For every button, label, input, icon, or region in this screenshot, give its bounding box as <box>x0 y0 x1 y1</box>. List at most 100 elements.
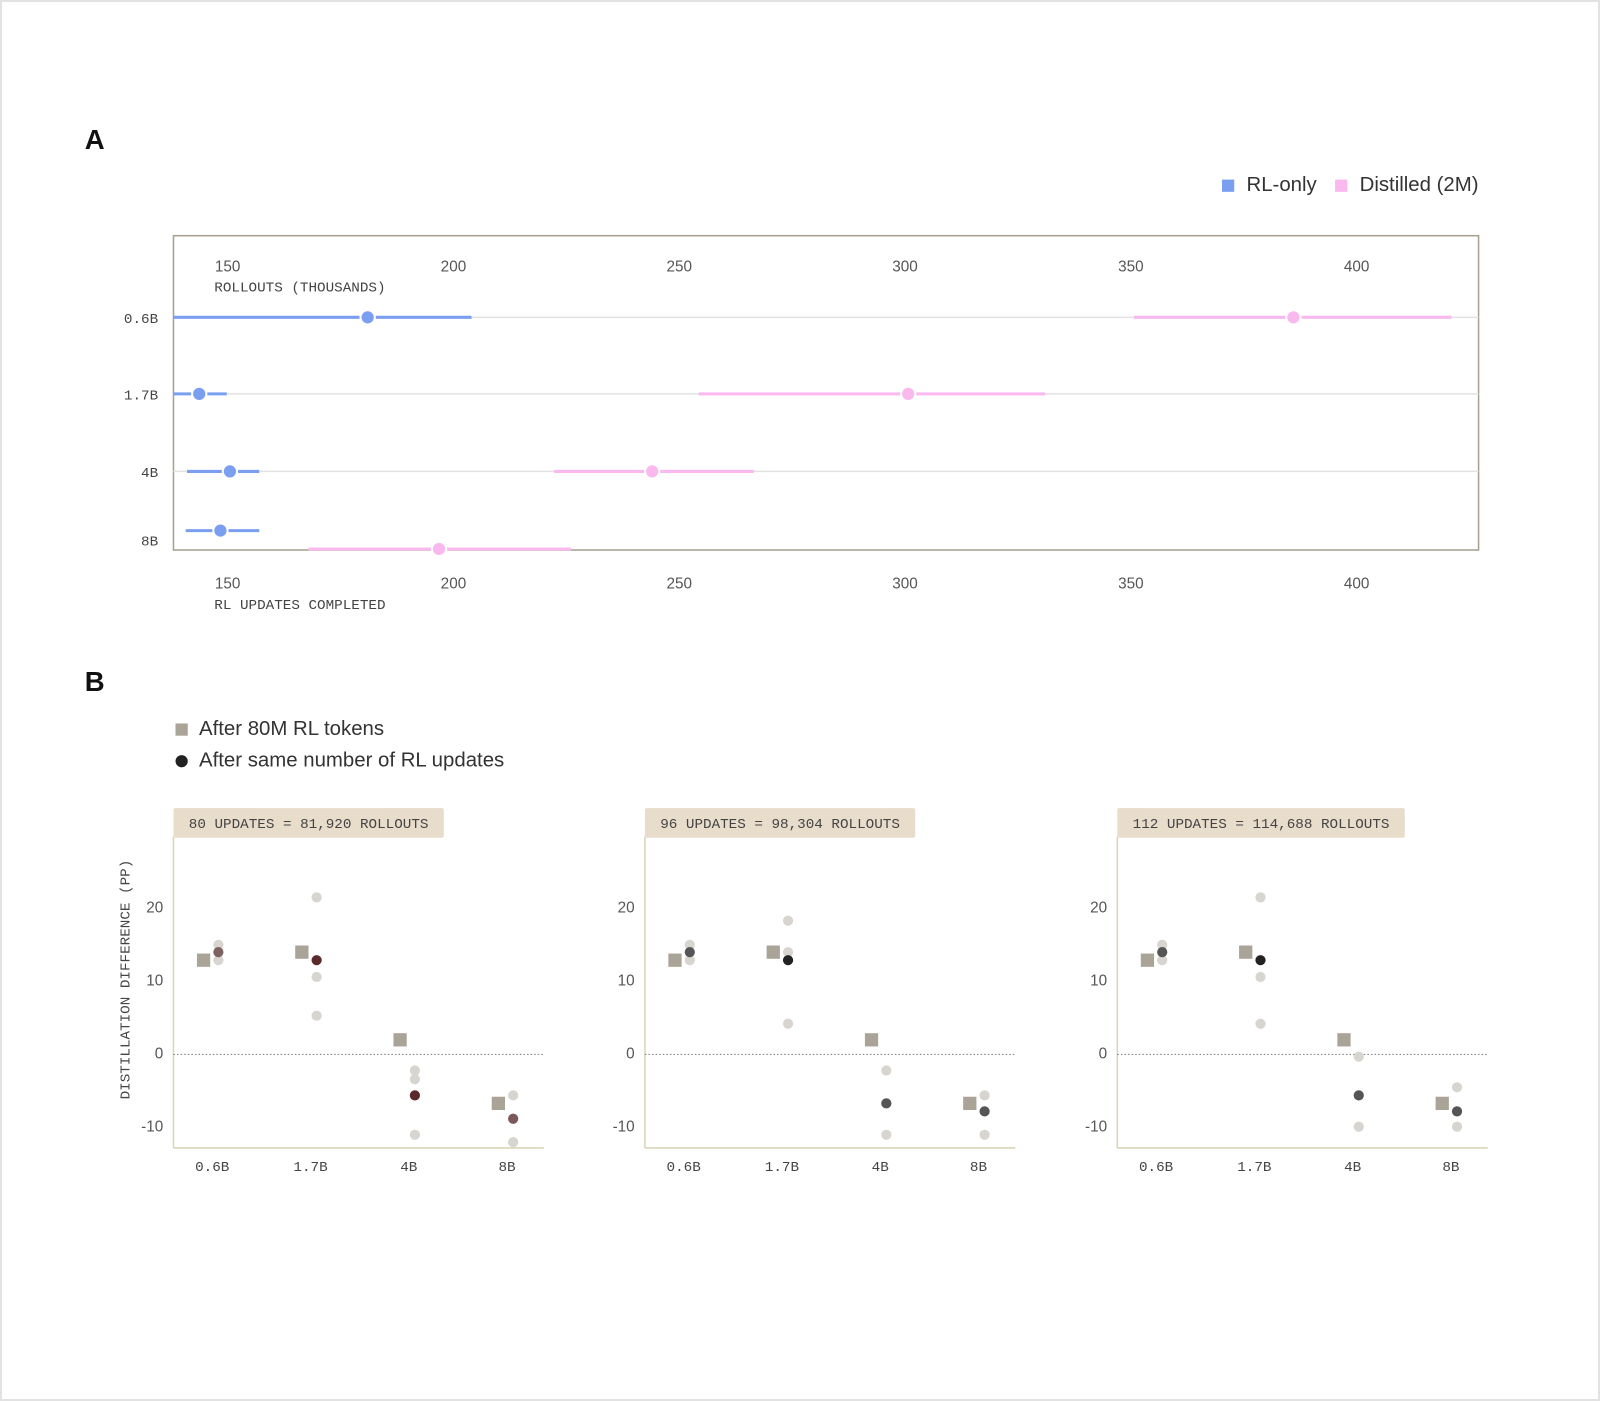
y-tick-label: -10 <box>1085 1119 1107 1136</box>
run-point <box>881 1129 892 1140</box>
y-tick-label: 0 <box>155 1045 164 1062</box>
x-tick-label: 0.6B <box>1139 1160 1174 1176</box>
square-point <box>1435 1096 1449 1111</box>
legend-label: After same number of RL updates <box>199 750 504 772</box>
x-tick-label: 4B <box>872 1160 890 1176</box>
run-point <box>1157 939 1168 950</box>
x2-tick-label: 250 <box>666 258 692 275</box>
legend-label: Distilled (2M) <box>1360 174 1479 196</box>
y-tick-label: 20 <box>1090 899 1107 916</box>
circle-point <box>311 955 322 966</box>
circle-point <box>1255 955 1266 966</box>
square-point <box>1239 945 1253 959</box>
x-tick-label: 200 <box>441 576 467 593</box>
circle-point <box>409 1090 421 1101</box>
square-point <box>1337 1033 1351 1047</box>
y-tick-label: 8B <box>141 535 159 551</box>
x-tick-label: 300 <box>892 576 918 593</box>
panel-label: B <box>85 666 105 697</box>
square-point <box>668 953 682 967</box>
x-tick-label: 1.7B <box>293 1160 328 1176</box>
subplot-title: 80 UPDATES = 81,920 ROLLOUTS <box>189 817 429 833</box>
title-box <box>1117 808 1405 838</box>
run-point <box>1353 1051 1364 1062</box>
x-tick-label: 8B <box>970 1160 988 1176</box>
subplot-title: 112 UPDATES = 114,688 ROLLOUTS <box>1133 817 1390 833</box>
x2-tick-label: 300 <box>892 258 918 275</box>
square-point <box>766 945 780 959</box>
x-tick-label: 250 <box>666 576 692 593</box>
run-point <box>1353 1121 1364 1132</box>
y-tick-label: 0 <box>626 1045 635 1062</box>
legend-swatch <box>175 723 188 736</box>
x-tick-label: 400 <box>1344 576 1370 593</box>
point <box>430 540 448 558</box>
square-point <box>864 1033 879 1047</box>
run-point <box>409 1065 421 1076</box>
run-point <box>979 1129 990 1140</box>
circle-point <box>881 1098 892 1109</box>
run-point <box>409 1129 421 1140</box>
run-point <box>213 939 224 950</box>
circle-point <box>1157 947 1168 958</box>
x-tick-label: 0.6B <box>195 1160 230 1176</box>
point <box>221 463 239 480</box>
circle-point <box>782 955 794 966</box>
square-point <box>196 953 211 967</box>
run-point <box>979 1090 990 1101</box>
point <box>900 385 917 403</box>
y-tick-label: -10 <box>141 1119 163 1136</box>
y-tick-label: 4B <box>141 466 159 482</box>
subplot-title: 96 UPDATES = 98,304 ROLLOUTS <box>660 817 900 833</box>
x2-tick-label: 400 <box>1344 258 1370 275</box>
square-point <box>295 945 309 959</box>
title-box <box>644 808 916 838</box>
run-point <box>782 1018 794 1029</box>
x2-tick-label: 200 <box>441 258 467 275</box>
run-point <box>1255 1018 1266 1029</box>
square-point <box>963 1096 977 1111</box>
circle-point <box>213 947 224 958</box>
y-axis-label: DISTILLATION DIFFERENCE (PP) <box>118 860 134 1100</box>
run-point <box>684 955 695 966</box>
square-point <box>393 1033 407 1047</box>
circle-point <box>508 1113 519 1124</box>
circle-point <box>1353 1090 1364 1101</box>
run-point <box>409 1074 421 1085</box>
run-point <box>881 1065 892 1076</box>
y-tick-label: 20 <box>618 899 635 916</box>
run-point <box>1157 955 1168 966</box>
run-point <box>684 939 695 950</box>
y-tick-label: 10 <box>618 972 635 989</box>
x-axis-label: RL UPDATES COMPLETED <box>214 598 385 614</box>
circle-point <box>684 947 695 958</box>
run-point <box>782 947 794 958</box>
run-point <box>311 892 322 903</box>
x-tick-label: 150 <box>215 576 241 593</box>
run-point <box>311 1010 322 1021</box>
x2-tick-label: 150 <box>215 258 241 275</box>
run-point <box>508 1136 519 1148</box>
y-tick-label: -10 <box>613 1119 635 1136</box>
y-tick-label: 20 <box>146 899 163 916</box>
run-point <box>1255 971 1266 983</box>
run-point <box>1255 892 1266 903</box>
run-point <box>782 915 794 926</box>
x-tick-label: 0.6B <box>667 1160 702 1176</box>
x-tick-label: 8B <box>1442 1160 1460 1176</box>
x2-axis-label: ROLLOUTS (THOUSANDS) <box>214 281 385 297</box>
x2-tick-label: 350 <box>1118 258 1144 275</box>
x-tick-label: 350 <box>1118 576 1144 593</box>
x-tick-label: 1.7B <box>765 1160 800 1176</box>
point <box>191 385 208 403</box>
y-tick-label: 0 <box>1099 1045 1108 1062</box>
run-point <box>1451 1082 1463 1093</box>
run-point <box>213 955 224 966</box>
x-tick-label: 4B <box>400 1160 418 1176</box>
panel-label: A <box>85 124 105 155</box>
title-box <box>173 808 444 838</box>
legend-swatch <box>1221 179 1235 192</box>
legend-label: RL-only <box>1246 174 1317 196</box>
y-tick-label: 10 <box>1090 972 1107 989</box>
